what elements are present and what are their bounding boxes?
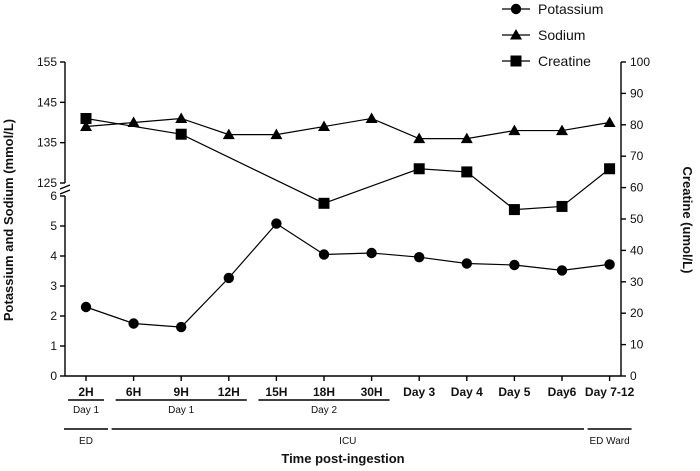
y-left-tick-label: 1 <box>50 339 57 353</box>
potassium-point <box>509 259 520 271</box>
x-tick-label: 18H <box>313 385 335 399</box>
creatine-point <box>80 113 92 125</box>
sodium-line <box>85 117 610 140</box>
y-right-tick-label: 10 <box>630 338 644 352</box>
sodium-point <box>80 120 92 132</box>
sodium-point <box>222 128 235 140</box>
potassium-point <box>414 252 425 263</box>
y-left-tick-label: 155 <box>37 55 57 69</box>
sodium-point <box>508 124 521 136</box>
creatine-point <box>461 166 473 178</box>
legend-creatine-marker <box>510 55 522 67</box>
y-left-tick-label: 6 <box>50 189 57 203</box>
potassium-point <box>80 301 92 313</box>
potassium-point <box>461 258 472 269</box>
potassium-point <box>176 321 187 333</box>
legend: Potassium Sodium Creatine <box>502 1 603 69</box>
y-right-tick-label: 90 <box>630 86 644 100</box>
legend-label-sodium: Sodium <box>538 27 585 43</box>
creatine-line <box>85 117 610 211</box>
y-right-tick-label: 50 <box>630 212 644 226</box>
day-group-label: Day 2 <box>311 405 338 416</box>
y-right-tick-label: 0 <box>630 369 637 383</box>
legend-label-creatine: Creatine <box>538 53 591 69</box>
y-left-tick-label: 145 <box>37 95 57 109</box>
potassium-point <box>366 247 377 259</box>
x-tick-label: 12H <box>218 385 240 399</box>
potassium-line <box>85 222 610 328</box>
axis-break-mark <box>59 184 71 190</box>
axis-break-mark <box>59 189 71 195</box>
location-group-label: ICU <box>339 436 356 447</box>
y-right-tick-label: 60 <box>630 181 644 195</box>
potassium-point <box>556 265 568 276</box>
location-group-label: ED <box>79 436 93 447</box>
x-tick-label: 15H <box>265 385 287 399</box>
x-axis-title: Time post-ingestion <box>281 451 404 466</box>
potassium-point <box>223 272 234 284</box>
creatine-point <box>318 197 330 209</box>
x-tick-label: Day 5 <box>498 385 530 399</box>
creatine-point <box>556 200 568 212</box>
x-tick-label: Day 7-12 <box>585 385 635 399</box>
y-left-tick-label: 135 <box>37 136 57 150</box>
potassium-point <box>128 318 139 329</box>
y-left-tick-label: 3 <box>50 279 57 293</box>
sodium-point <box>270 128 283 140</box>
y-right-tick-label: 100 <box>630 55 650 69</box>
y-right-tick-label: 80 <box>630 118 644 132</box>
creatine-point <box>604 163 616 175</box>
y-right-tick-label: 30 <box>630 275 644 289</box>
x-tick-label: Day 3 <box>403 385 435 399</box>
x-tick-label: Day6 <box>548 385 577 399</box>
x-tick-label: 6H <box>126 385 141 399</box>
x-tick-label: Day 4 <box>451 385 483 399</box>
x-tick-label: 9H <box>174 385 189 399</box>
creatine-point <box>413 163 425 175</box>
potassium-point <box>318 249 330 260</box>
location-group-label: ED Ward <box>589 436 629 447</box>
day-group-label: Day 1 <box>73 405 100 416</box>
day-group-label: Day 1 <box>168 405 195 416</box>
sodium-point <box>460 132 473 144</box>
legend-sodium-marker <box>510 29 522 40</box>
sodium-point <box>556 124 568 136</box>
sodium-point <box>127 116 140 127</box>
y-right-tick-label: 20 <box>630 306 644 320</box>
sodium-point <box>603 116 616 127</box>
creatine-point <box>508 204 520 216</box>
y-right-tick-label: 70 <box>630 149 644 163</box>
y-right-tick-label: 40 <box>630 243 644 257</box>
y-left-tick-label: 125 <box>37 176 57 190</box>
legend-label-potassium: Potassium <box>538 1 603 17</box>
sodium-point <box>175 112 188 123</box>
y-left-tick-label: 4 <box>50 249 57 263</box>
y-right-axis-title: Creatine (umol/L) <box>680 167 695 274</box>
potassium-point <box>271 218 282 229</box>
y-left-tick-label: 5 <box>50 219 57 233</box>
x-tick-label: 2H <box>78 385 93 399</box>
potassium-point <box>604 259 615 270</box>
creatine-point <box>175 128 187 140</box>
y-left-tick-label: 0 <box>50 369 57 383</box>
y-left-axis-title: Potassium and Sodium (mmol/L) <box>1 119 16 321</box>
y-left-tick-label: 2 <box>50 309 57 323</box>
sodium-point <box>365 112 378 123</box>
legend-potassium-marker <box>510 3 522 15</box>
series-layer <box>80 112 616 333</box>
sodium-point <box>413 132 426 144</box>
sodium-point <box>318 120 330 132</box>
x-tick-label: 30H <box>361 385 383 399</box>
